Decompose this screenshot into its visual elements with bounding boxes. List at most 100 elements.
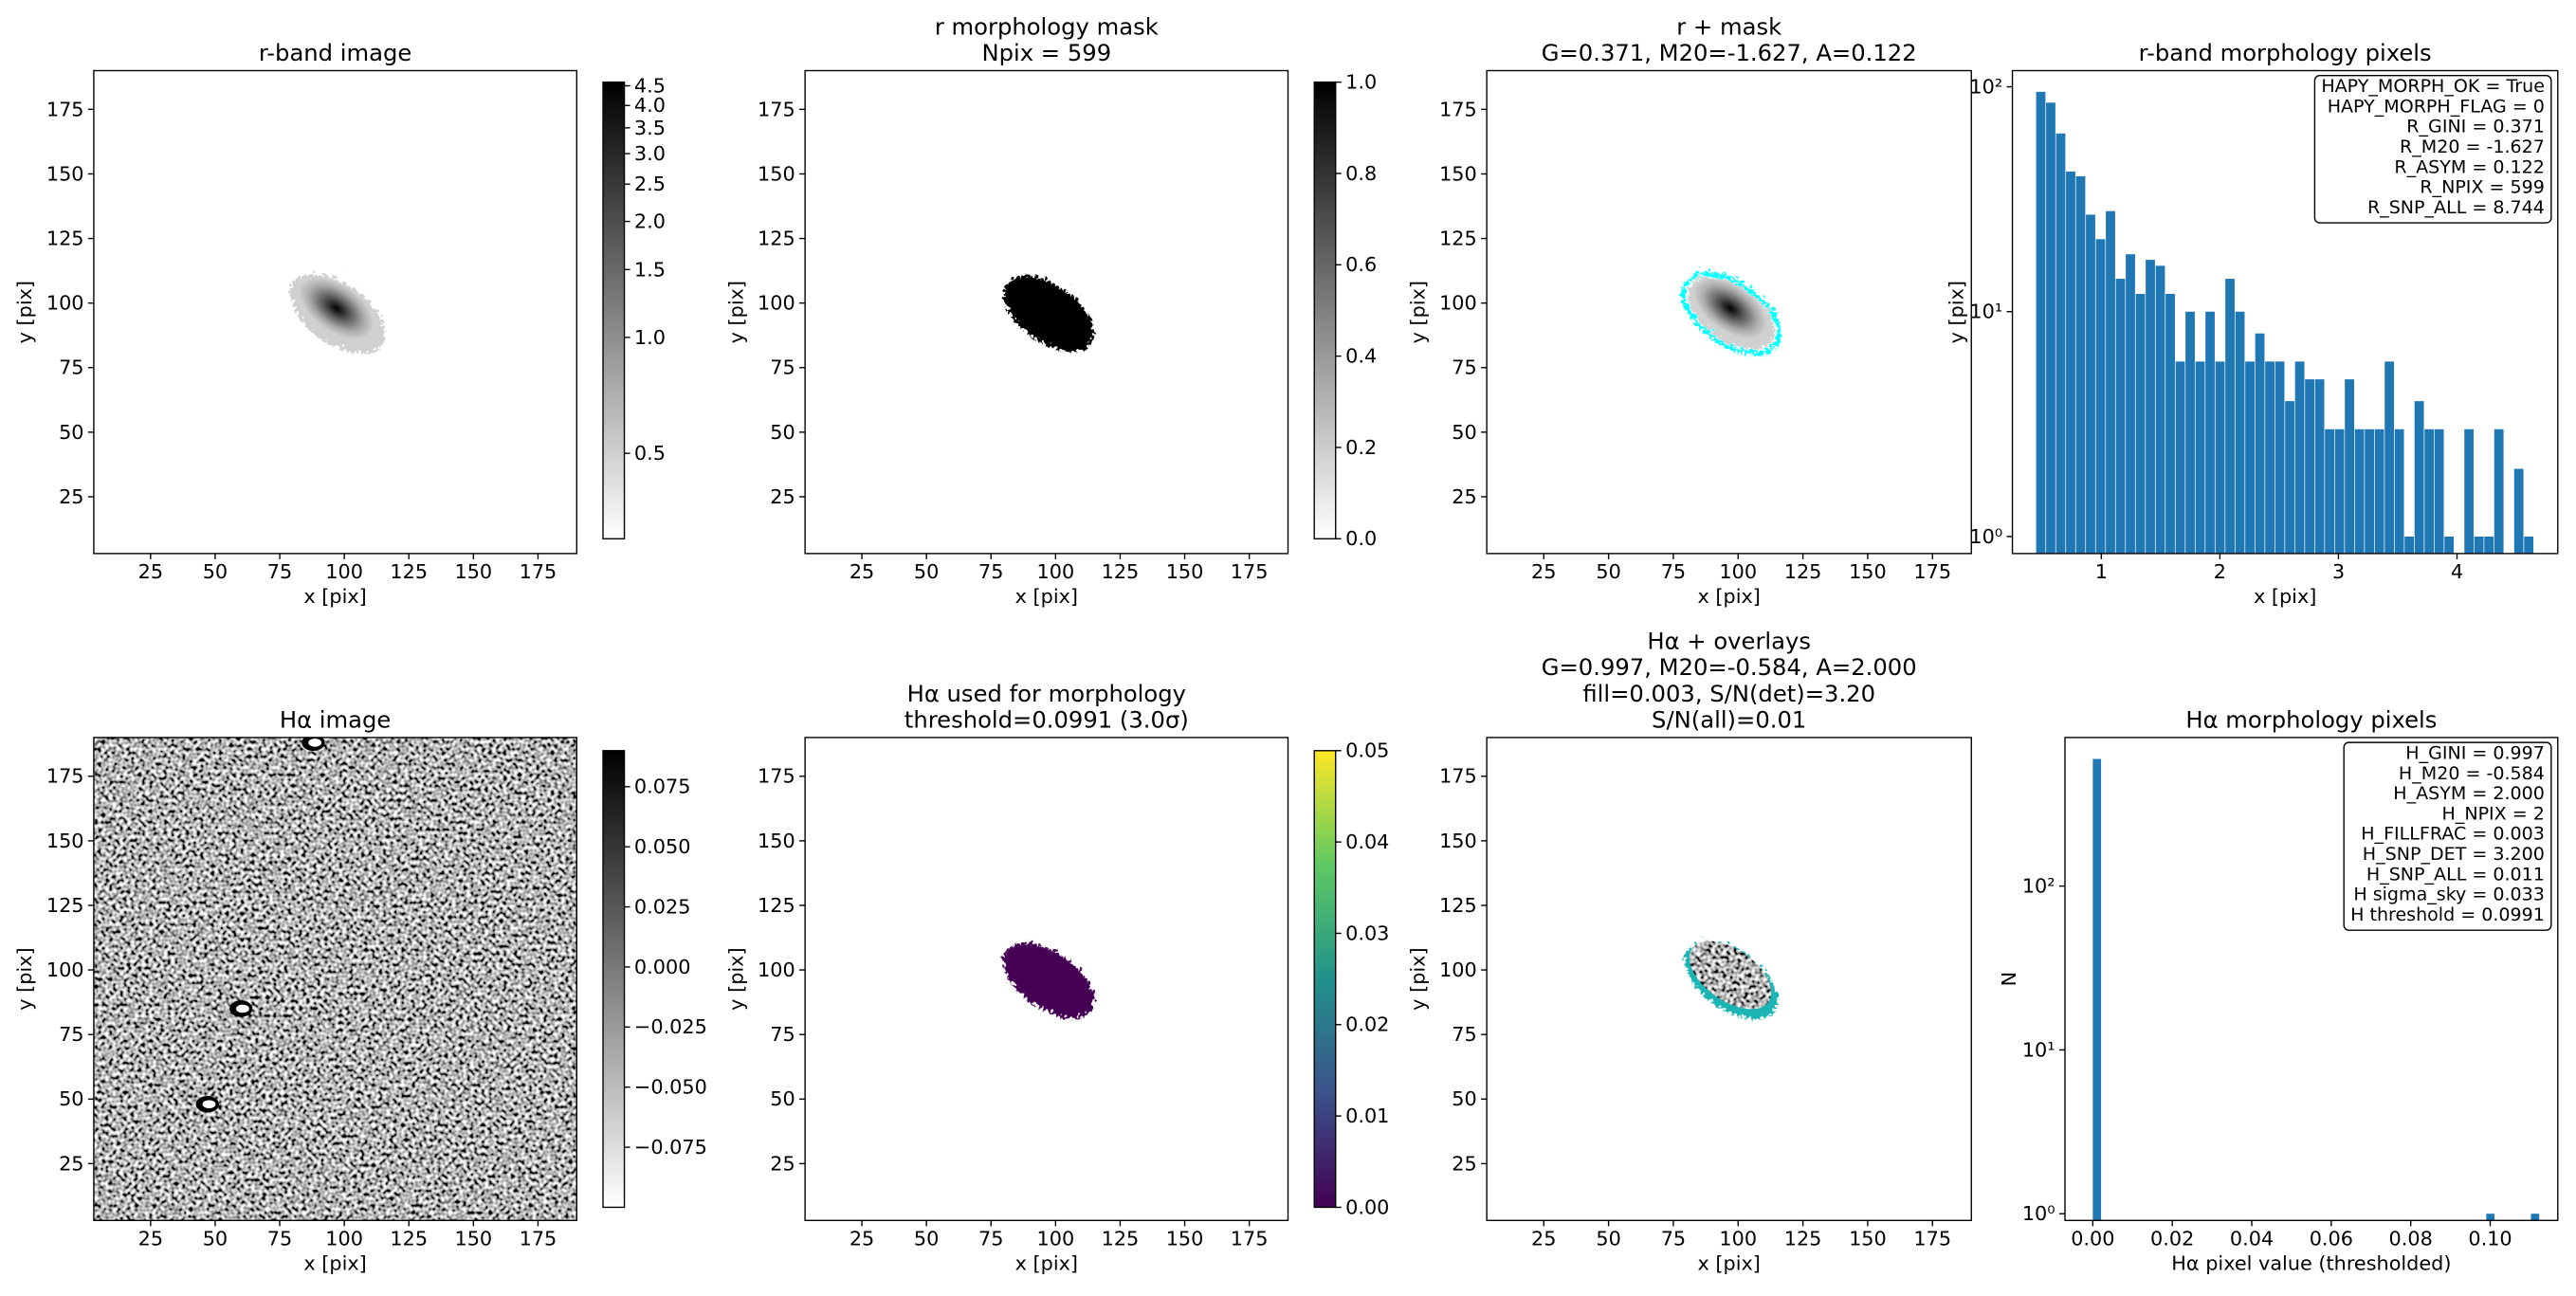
colorbar — [602, 81, 626, 539]
source-core — [235, 1004, 249, 1013]
colorbar-tick-label: 0.075 — [634, 776, 691, 798]
x-axis-label: x [pix] — [1015, 1251, 1078, 1274]
plot-area — [1680, 266, 1781, 351]
colorbar-tick-label: 0.025 — [634, 895, 691, 918]
y-tick-label: 100 — [758, 292, 795, 315]
y-axis-label: y [pix] — [1946, 281, 1968, 343]
info-line: H_FILLFRAC = 0.003 — [2361, 824, 2545, 845]
panel-title: r-band image — [259, 39, 411, 66]
panel-title: threshold=0.0991 (3.0σ) — [904, 706, 1189, 734]
axes-frame — [804, 69, 1289, 555]
info-line: R_NPIX = 599 — [2420, 177, 2545, 198]
panel-title: r morphology mask — [935, 12, 1159, 40]
panel: 25 50 75 100 125 150 175 25 50 75 100 125 150 175 x [p… — [1406, 12, 1972, 608]
x-tick-label: 125 — [1102, 1227, 1140, 1250]
panel-title: Npix = 599 — [981, 39, 1111, 66]
colorbar-tick-label: 0.04 — [1345, 831, 1389, 853]
y-tick-label: 75 — [770, 356, 795, 379]
hist-bar — [2055, 133, 2066, 554]
x-tick-label: 100 — [1037, 1227, 1075, 1250]
colorbar — [602, 750, 626, 1209]
info-line: H threshold = 0.0991 — [2350, 904, 2545, 925]
hist-bar — [2334, 429, 2345, 554]
x-tick-label: 125 — [390, 1227, 428, 1250]
x-tick-label: 4 — [2451, 560, 2463, 583]
panel-title: r + mask — [1676, 12, 1781, 40]
colorbar-tick-label: 0.0 — [1345, 527, 1377, 550]
hist-bar — [2474, 536, 2484, 554]
y-tick-label: 75 — [1452, 356, 1476, 379]
y-tick-label: 10⁰ — [1969, 525, 2002, 548]
x-tick-label: 150 — [1849, 560, 1887, 583]
y-tick-label: 125 — [1439, 894, 1477, 917]
colorbar — [1313, 81, 1337, 539]
y-tick-label: 75 — [59, 356, 83, 379]
y-axis-label: N — [1998, 972, 2020, 987]
x-tick-label: 100 — [1719, 560, 1757, 583]
hist-bar — [2265, 361, 2275, 554]
x-tick-label: 1 — [2095, 560, 2108, 583]
plot-area — [288, 268, 385, 348]
colorbar-tick-label: 0.8 — [1345, 162, 1377, 185]
y-tick-label: 125 — [1439, 227, 1477, 249]
y-tick-label: 175 — [46, 98, 84, 120]
x-tick-label: 75 — [267, 1227, 292, 1250]
y-tick-label: 150 — [1439, 830, 1477, 852]
info-line: H_SNP_ALL = 0.011 — [2366, 864, 2545, 885]
hist-bar — [2095, 239, 2106, 554]
x-axis-label: x [pix] — [1015, 585, 1078, 608]
y-tick-label: 25 — [770, 485, 795, 508]
colorbar-tick-label: 0.01 — [1345, 1104, 1389, 1127]
hist-bar — [2146, 260, 2155, 554]
hist-bar — [2275, 361, 2285, 554]
hist-bar — [2325, 429, 2334, 554]
x-tick-label: 0.10 — [2468, 1227, 2512, 1250]
x-tick-label: 100 — [325, 1227, 363, 1250]
y-tick-label: 50 — [1452, 421, 1476, 444]
x-tick-label: 175 — [1231, 560, 1269, 583]
hist-bar — [2354, 429, 2365, 554]
panel-title: G=0.371, M20=-1.627, A=0.122 — [1542, 39, 1917, 66]
x-tick-label: 25 — [1531, 1227, 1556, 1250]
x-tick-label: 150 — [455, 560, 493, 583]
hist-bar — [2046, 102, 2055, 554]
mask-region — [1002, 937, 1093, 1013]
x-tick-label: 175 — [1231, 1227, 1269, 1250]
y-tick-label: 100 — [46, 958, 84, 981]
y-tick-label: 25 — [770, 1152, 795, 1175]
colorbar-tick-label: 4.5 — [634, 74, 666, 97]
colorbar-tick-label: 1.0 — [1345, 71, 1377, 94]
x-tick-label: 0.00 — [2071, 1227, 2114, 1250]
x-tick-label: 75 — [978, 560, 1003, 583]
info-line: HAPY_MORPH_FLAG = 0 — [2328, 96, 2545, 117]
info-line: HAPY_MORPH_OK = True — [2321, 76, 2545, 97]
x-tick-label: 3 — [2332, 560, 2345, 583]
panel: 25 50 75 100 125 150 175 25 50 75 100 125 150 175 x [p… — [724, 680, 1389, 1274]
panel: 1 2 3 4 10⁰ 10¹ 10² x [pix] y [pix] r-band morpho… — [1946, 39, 2559, 608]
hist-bar — [2205, 311, 2215, 554]
plot-area — [2036, 91, 2534, 554]
x-tick-label: 100 — [1719, 1227, 1757, 1250]
panel-title: Hα morphology pixels — [2185, 706, 2437, 734]
y-tick-label: 25 — [1452, 1152, 1476, 1175]
y-axis-label: y [pix] — [1406, 947, 1429, 1010]
colorbar-tick-label: 0.03 — [1345, 922, 1389, 944]
x-axis-label: x [pix] — [303, 1251, 366, 1274]
x-tick-label: 125 — [1784, 1227, 1822, 1250]
panel-title: fill=0.003, S/N(det)=3.20 — [1582, 680, 1875, 707]
y-tick-label: 25 — [59, 1152, 83, 1175]
y-tick-label: 10² — [2022, 875, 2055, 898]
hist-bar — [2530, 1214, 2540, 1221]
hist-bar — [2126, 254, 2135, 554]
y-axis-label: y [pix] — [1406, 281, 1429, 343]
x-tick-label: 175 — [520, 1227, 557, 1250]
x-tick-label: 50 — [914, 1227, 939, 1250]
colorbar-tick-label: 0.050 — [634, 835, 691, 858]
x-tick-label: 25 — [850, 1227, 874, 1250]
hist-bar — [2245, 361, 2255, 554]
y-tick-label: 150 — [758, 830, 795, 852]
hist-bar — [2165, 293, 2175, 554]
y-tick-label: 175 — [758, 765, 795, 788]
x-tick-label: 150 — [1166, 1227, 1204, 1250]
